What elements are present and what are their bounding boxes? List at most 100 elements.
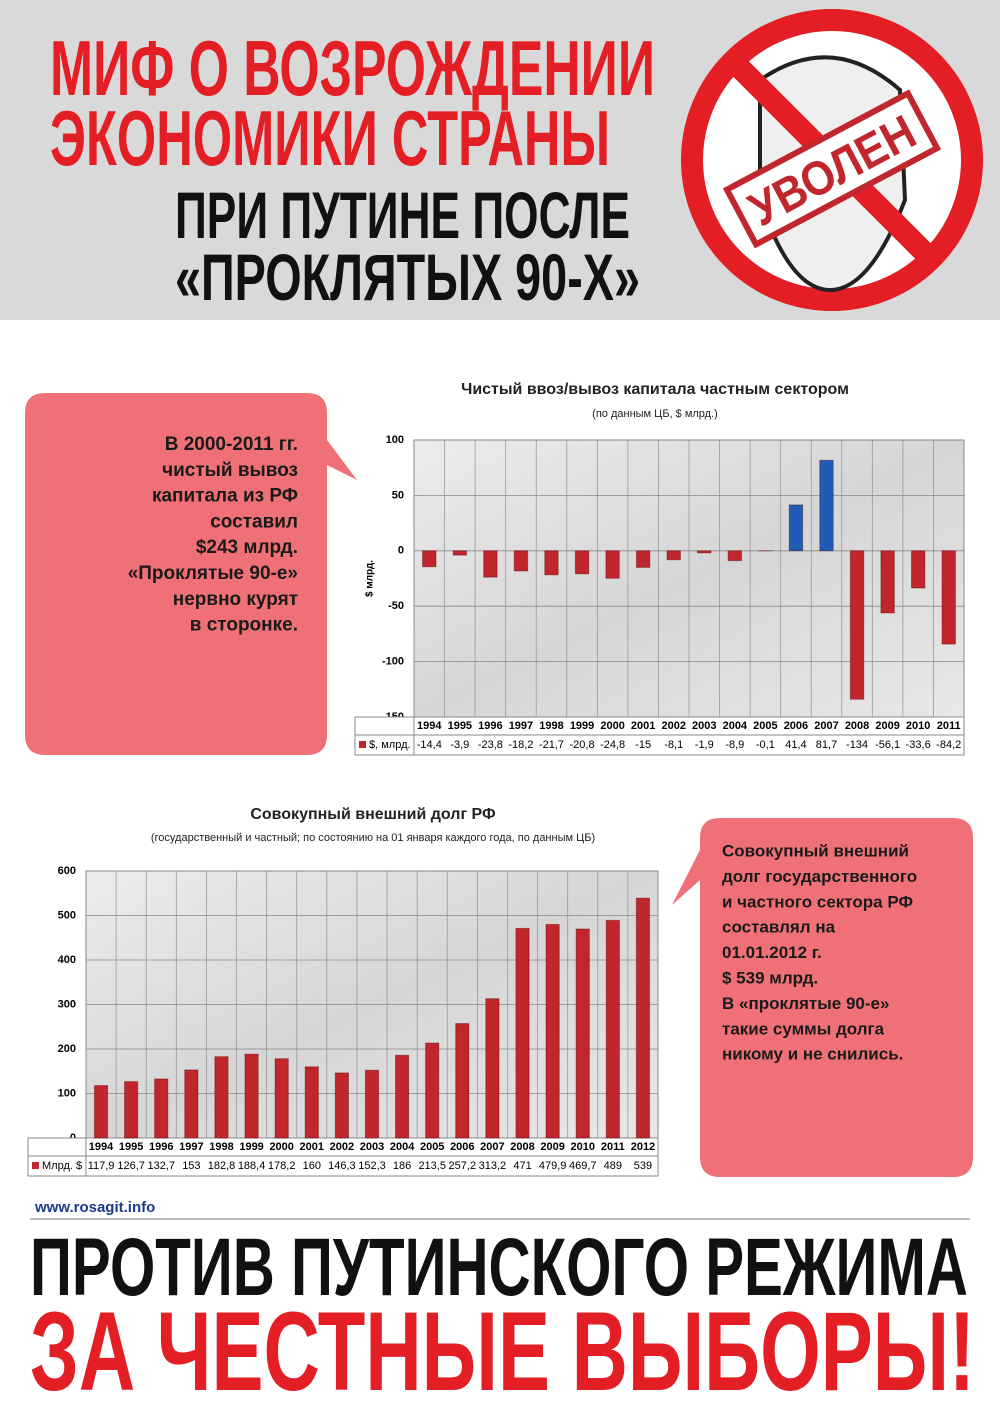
value-label: 152,3: [358, 1160, 386, 1172]
x-tick-label: 2000: [269, 1141, 293, 1153]
callout-text: нервно курят: [173, 589, 298, 610]
bar: [545, 923, 560, 1139]
value-label: -84,2: [936, 739, 961, 751]
bar: [910, 550, 926, 589]
value-label: 132,7: [147, 1160, 175, 1172]
value-label: -21,7: [539, 739, 564, 751]
value-label: -23,8: [478, 739, 503, 751]
bar: [666, 550, 681, 561]
x-tick-label: 1996: [478, 720, 502, 732]
x-tick-label: 1999: [239, 1141, 263, 1153]
value-label: 471: [513, 1160, 531, 1172]
chart-subtitle: (по данным ЦБ, $ млрд.): [592, 408, 718, 420]
callout-bubble: [25, 393, 357, 755]
x-tick-label: 2005: [753, 720, 777, 732]
value-label: 257,2: [449, 1160, 477, 1172]
callout-text: $ 539 млрд.: [722, 968, 818, 987]
value-label: -56,1: [875, 739, 900, 751]
value-label: 117,9: [88, 1160, 115, 1172]
x-tick-label: 2010: [906, 720, 930, 732]
x-tick-label: 2011: [937, 720, 961, 732]
value-label: -33,6: [906, 739, 931, 751]
chart-subtitle: (государственный и частный; по состоянию…: [151, 832, 595, 844]
x-tick-label: 1998: [209, 1141, 233, 1153]
x-tick-label: 2007: [814, 720, 838, 732]
bar: [515, 927, 530, 1139]
bar: [334, 1072, 350, 1139]
x-tick-label: 2004: [390, 1141, 415, 1153]
x-tick-label: 2006: [784, 720, 808, 732]
bar: [394, 1054, 410, 1139]
x-tick-label: 2010: [570, 1141, 594, 1153]
value-label: 126,7: [117, 1160, 145, 1172]
x-tick-label: 2009: [540, 1141, 564, 1153]
value-label: -8,9: [725, 739, 744, 751]
x-tick-label: 2011: [601, 1141, 625, 1153]
callout-text: составлял на: [722, 918, 836, 937]
bar: [483, 550, 498, 578]
bar: [605, 550, 620, 579]
bar: [635, 550, 651, 568]
value-label: 160: [303, 1160, 321, 1172]
y-tick-label: 200: [58, 1043, 76, 1055]
x-tick-label: 2003: [692, 720, 716, 732]
value-label: 539: [634, 1160, 652, 1172]
legend-label: $, млрд.: [369, 739, 411, 751]
x-tick-label: 1999: [570, 720, 594, 732]
value-label: 469,7: [569, 1160, 597, 1172]
value-label: 178,2: [268, 1160, 296, 1172]
x-tick-label: 1994: [89, 1141, 114, 1153]
slogan-line: ЗА ЧЕСТНЫЕ ВЫБОРЫ!: [30, 1289, 975, 1414]
callout-text: «Проклятые 90-е»: [128, 563, 298, 584]
callout-text: долг государственного: [722, 867, 917, 886]
x-tick-label: 1997: [509, 720, 533, 732]
bar: [880, 550, 895, 614]
callout-text: чистый вывоз: [162, 460, 298, 481]
data-table: [354, 716, 965, 756]
value-label: -15: [635, 739, 651, 751]
x-tick-label: 2000: [600, 720, 624, 732]
bar: [154, 1078, 169, 1139]
legend-swatch: [32, 1162, 39, 1169]
bar: [635, 897, 651, 1139]
x-tick-label: 2009: [875, 720, 899, 732]
legend-label: Млрд. $: [42, 1160, 82, 1172]
y-tick-label: 0: [398, 545, 404, 557]
bar: [422, 550, 437, 568]
stamp-box: [722, 89, 942, 249]
y-tick-label: 500: [58, 909, 76, 921]
bar: [941, 550, 956, 645]
value-label: -14,4: [417, 739, 442, 751]
value-label: 41,4: [785, 739, 806, 751]
title-line: ЭКОНОМИКИ СТРАНЫ: [50, 94, 610, 182]
value-label: 146,3: [328, 1160, 356, 1172]
value-label: 213,5: [418, 1160, 446, 1172]
x-tick-label: 2003: [360, 1141, 384, 1153]
bar: [788, 504, 804, 552]
x-tick-label: 1997: [179, 1141, 203, 1153]
bar: [184, 1069, 199, 1139]
y-tick-label: 400: [58, 954, 76, 966]
callout-text: В 2000-2011 гг.: [165, 434, 298, 455]
value-label: 186: [393, 1160, 411, 1172]
value-label: -1,9: [695, 739, 714, 751]
x-tick-label: 2007: [480, 1141, 504, 1153]
site-url: www.rosagit.info: [34, 1199, 155, 1216]
x-tick-label: 2002: [661, 720, 685, 732]
bar: [574, 550, 590, 575]
x-tick-label: 1995: [448, 720, 472, 732]
value-label: -20,8: [570, 739, 595, 751]
subtitle-line: ПРИ ПУТИНЕ ПОСЛЕ: [175, 178, 630, 252]
bar: [544, 550, 559, 576]
chart-title: Совокупный внешний долг РФ: [250, 806, 496, 823]
callout-text: В «проклятые 90-е»: [722, 994, 889, 1013]
bar: [819, 459, 834, 552]
x-tick-label: 2002: [330, 1141, 354, 1153]
bar: [274, 1058, 289, 1139]
value-label: 153: [182, 1160, 200, 1172]
value-label: -24,8: [600, 739, 625, 751]
value-label: 479,9: [539, 1160, 567, 1172]
x-tick-label: 2008: [845, 720, 869, 732]
stamp-sign: УВОЛЕН: [681, 9, 983, 311]
